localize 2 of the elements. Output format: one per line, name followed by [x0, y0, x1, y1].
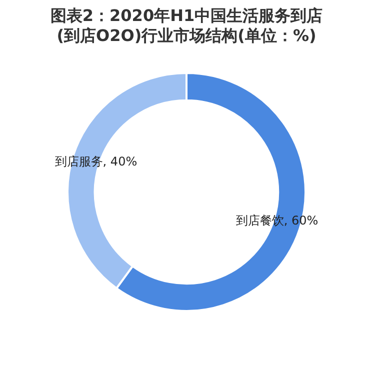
- slice-label: 到店服务, 40%: [54, 154, 138, 169]
- chart-title: 图表2：2020年H1中国生活服务到店(到店O2O)行业市场结构(单位：%): [49, 6, 324, 46]
